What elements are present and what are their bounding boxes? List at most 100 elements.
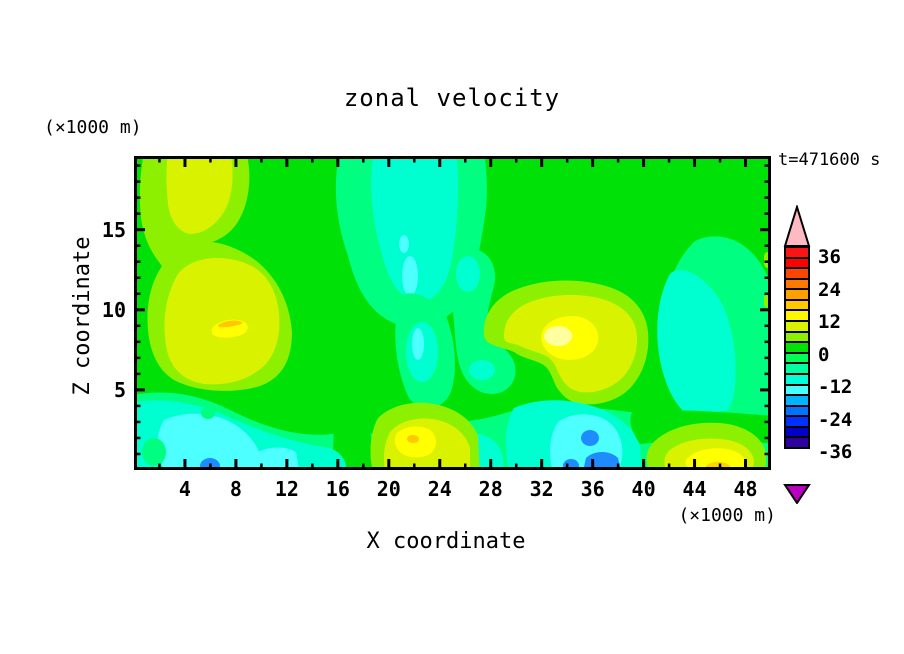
x-tick-label: 40: [631, 477, 656, 501]
axis-tick: [260, 156, 263, 163]
x-tick-label: 36: [580, 477, 605, 501]
axis-tick: [134, 420, 141, 424]
axis-tick: [134, 196, 141, 199]
axis-tick: [134, 260, 141, 263]
axis-tick: [565, 156, 569, 163]
axis-tick: [285, 459, 289, 470]
axis-tick: [134, 404, 141, 408]
axis-tick: [134, 292, 141, 296]
x-tick-label: 28: [478, 477, 503, 501]
axis-tick: [183, 459, 187, 470]
axis-tick: [158, 463, 161, 470]
axis-tick: [134, 276, 141, 280]
axis-tick: [362, 156, 365, 163]
axis-tick: [764, 164, 771, 167]
axis-tick: [760, 308, 771, 312]
axis-tick: [209, 463, 212, 470]
axis-tick: [234, 459, 238, 470]
axis-tick: [764, 292, 771, 296]
x-tick-label: 32: [529, 477, 554, 501]
axis-tick: [134, 164, 141, 167]
axis-tick: [134, 388, 145, 392]
axis-tick: [764, 260, 771, 263]
axis-tick: [209, 156, 212, 163]
axis-tick: [489, 459, 493, 470]
axis-tick: [134, 340, 141, 344]
axis-tick: [134, 452, 141, 456]
axis-tick: [744, 156, 748, 167]
axis-tick: [744, 459, 748, 470]
x-tick-label: 8: [229, 477, 242, 501]
axis-tick: [642, 459, 646, 470]
colorbar-tick-label: 36: [818, 246, 841, 268]
axis-tick: [134, 244, 141, 247]
axis-tick: [311, 156, 314, 163]
z-tick-label: 5: [113, 377, 126, 402]
colorbar-tick-label: 24: [818, 278, 841, 301]
axis-tick: [540, 156, 544, 167]
axis-tick: [134, 356, 141, 360]
z-axis-unit-label: (×1000 m): [44, 117, 142, 138]
x-tick-label: 16: [325, 477, 350, 501]
axis-tick: [438, 156, 442, 167]
axis-tick: [760, 388, 771, 392]
axis-tick: [591, 459, 595, 470]
plot-frame: [134, 156, 771, 470]
axis-tick: [718, 156, 722, 163]
axis-tick: [362, 463, 365, 470]
axis-tick: [134, 372, 141, 376]
contour-plot-svg: [134, 156, 771, 470]
axis-tick: [336, 459, 340, 470]
axis-tick: [183, 156, 187, 167]
axis-tick: [616, 463, 620, 470]
axis-tick: [158, 156, 161, 163]
colorbar-tick-label: 12: [818, 311, 841, 333]
axis-tick: [514, 463, 518, 470]
axis-tick: [134, 228, 145, 232]
axis-tick: [764, 356, 771, 360]
axis-tick: [514, 156, 518, 163]
colorbar-over-arrow-icon: [783, 205, 811, 247]
x-tick-label: 48: [733, 477, 758, 501]
axis-tick: [134, 180, 141, 183]
x-axis-unit-label: (×1000 m): [678, 505, 776, 526]
axis-tick: [764, 404, 771, 408]
x-tick-label: 20: [376, 477, 401, 501]
z-tick-label: 10: [101, 297, 126, 322]
axis-tick: [642, 156, 646, 167]
axis-tick: [764, 212, 771, 215]
axis-tick: [764, 436, 771, 440]
axis-tick: [764, 244, 771, 247]
axis-tick: [463, 463, 467, 470]
x-tick-label: 44: [682, 477, 707, 501]
x-tick-label: 24: [427, 477, 452, 501]
axis-tick: [693, 156, 697, 167]
axis-tick: [693, 459, 697, 470]
axis-tick: [489, 156, 493, 167]
axis-tick: [134, 308, 145, 312]
axis-tick: [540, 459, 544, 470]
axis-tick: [336, 156, 340, 167]
axis-tick: [591, 156, 595, 167]
colorbar-under-arrow-icon: [783, 484, 811, 504]
axis-tick: [718, 463, 722, 470]
axis-tick: [438, 459, 442, 470]
axis-tick: [760, 228, 771, 232]
x-axis-title: X coordinate: [366, 529, 526, 554]
axis-tick: [764, 420, 771, 424]
axis-tick: [764, 196, 771, 199]
axis-tick: [311, 463, 314, 470]
axis-tick: [565, 463, 569, 470]
x-tick-label: 4: [178, 477, 191, 501]
axis-tick: [764, 324, 771, 328]
colorbar-tick-label: 0: [818, 343, 830, 366]
axis-tick: [764, 180, 771, 183]
axis-tick: [463, 156, 467, 163]
colorbar-scale: [784, 246, 810, 449]
axis-tick: [234, 156, 238, 167]
axis-tick: [764, 372, 771, 376]
colorbar-tick-label: -36: [818, 441, 853, 463]
colorbar-tick-label: -24: [818, 408, 853, 431]
axis-tick: [260, 463, 263, 470]
